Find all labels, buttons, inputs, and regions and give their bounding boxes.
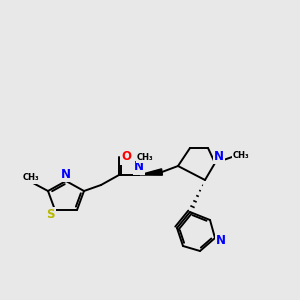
Polygon shape <box>139 169 162 175</box>
Text: N: N <box>216 233 226 247</box>
Text: N: N <box>134 160 144 173</box>
Text: N: N <box>61 167 71 181</box>
Text: S: S <box>46 208 54 221</box>
Text: CH₃: CH₃ <box>137 152 153 161</box>
Text: N: N <box>214 149 224 163</box>
Text: O: O <box>121 151 131 164</box>
Text: CH₃: CH₃ <box>23 173 39 182</box>
Text: CH₃: CH₃ <box>233 151 249 160</box>
